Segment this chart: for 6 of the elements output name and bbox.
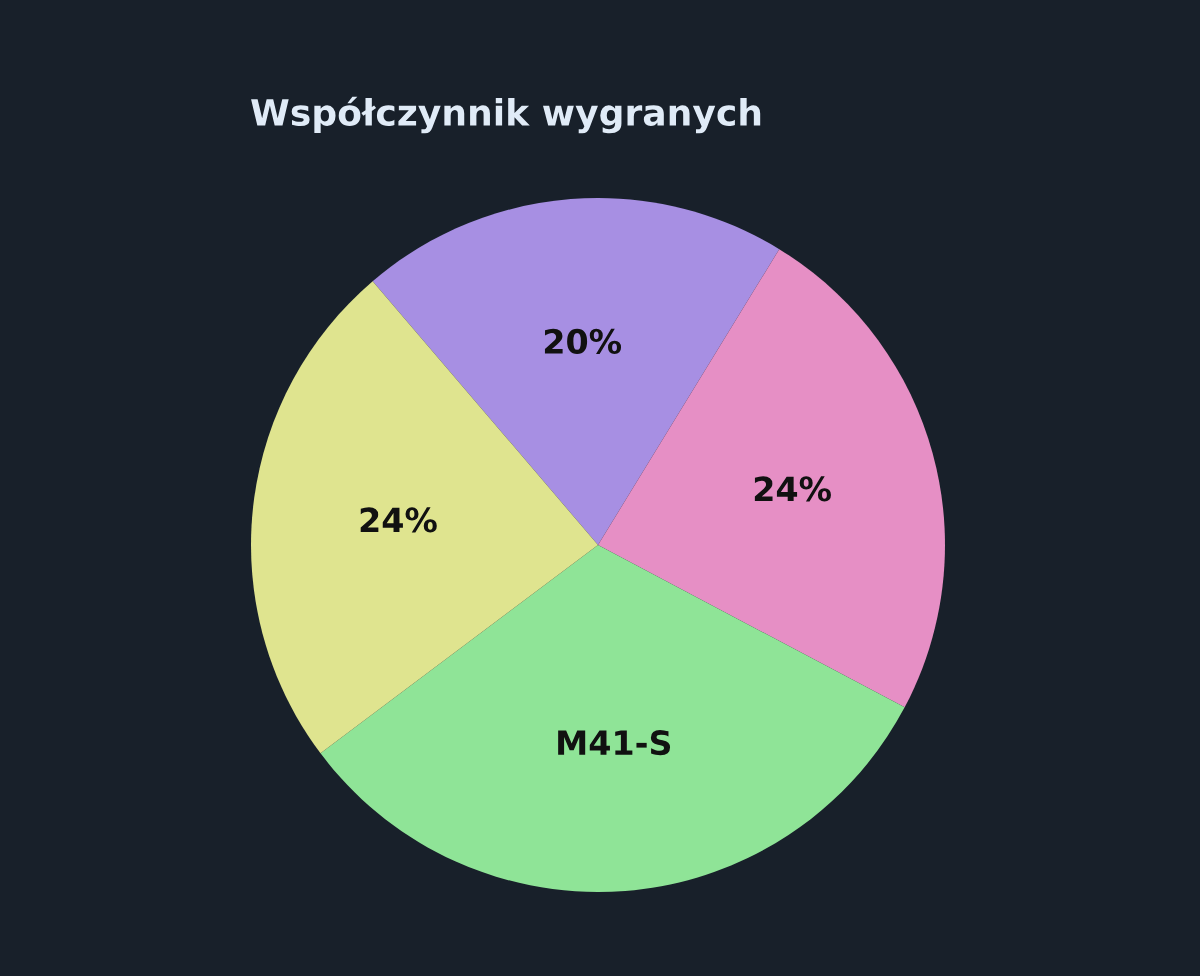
chart-title: Współczynnik wygranych (251, 96, 761, 134)
pie-slice (320, 545, 905, 892)
slice-label: M41-S (558, 730, 671, 756)
data-label: 24% (360, 507, 437, 533)
data-label: 20% (544, 328, 622, 355)
data-label: 24% (754, 476, 831, 502)
